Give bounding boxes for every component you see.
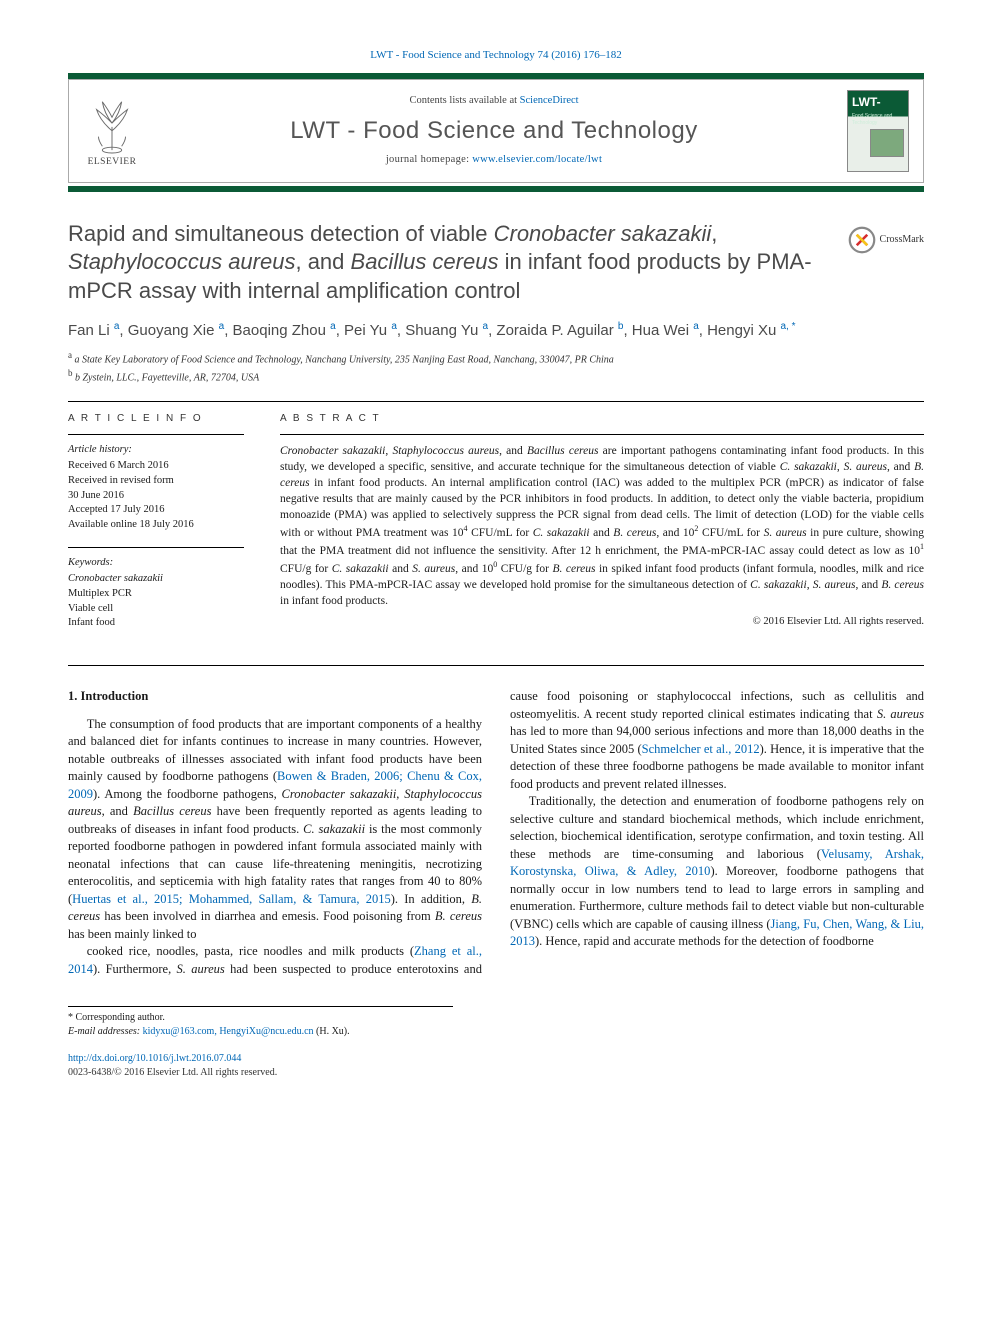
author-list: Fan Li a, Guoyang Xie a, Baoqing Zhou a,… [68,320,924,342]
section-rule [68,401,924,402]
affiliations: a a State Key Laboratory of Food Science… [68,349,924,385]
affiliation-b: b b Zystein, LLC., Fayetteville, AR, 727… [68,367,924,385]
keywords-label: Keywords: [68,556,244,571]
journal-cover-thumb: LWT- Food Science and Technology [847,90,909,172]
abstract-copyright: © 2016 Elsevier Ltd. All rights reserved… [280,615,924,629]
contents-prefix: Contents lists available at [409,95,519,106]
journal-title: LWT - Food Science and Technology [155,115,833,147]
publisher-logo: ELSEVIER [83,92,141,169]
corresponding-author-note: * Corresponding author. [68,1011,453,1025]
crossmark-icon [848,226,876,254]
history-label: Article history: [68,443,244,458]
crossmark-label: CrossMark [880,233,924,247]
abstract-column: A B S T R A C T Cronobacter sakazakii, S… [280,412,924,645]
journal-homepage-line: journal homepage: www.elsevier.com/locat… [155,153,833,167]
sciencedirect-link[interactable]: ScienceDirect [520,95,579,106]
contents-available-line: Contents lists available at ScienceDirec… [155,94,833,108]
running-head: LWT - Food Science and Technology 74 (20… [68,48,924,63]
abstract-label: A B S T R A C T [280,412,924,426]
abstract-text: Cronobacter sakazakii, Staphylococcus au… [280,443,924,609]
publisher-name: ELSEVIER [83,156,141,169]
author-email-link[interactable]: kidyxu@163.com, HengyiXu@ncu.edu.cn [143,1026,314,1037]
cover-abbrev: LWT- [848,91,908,113]
doi-link[interactable]: http://dx.doi.org/10.1016/j.lwt.2016.07.… [68,1053,241,1064]
email-line: E-mail addresses: kidyxu@163.com, Hengyi… [68,1025,453,1039]
article-history: Article history: Received 6 March 2016 R… [68,443,244,533]
cover-subtitle: Food Science and Technology [848,113,908,127]
crossmark-badge[interactable]: CrossMark [848,220,924,254]
journal-home-link[interactable]: www.elsevier.com/locate/lwt [472,154,602,165]
body-text: 1. Introduction The consumption of food … [68,688,924,978]
body-paragraph: The consumption of food products that ar… [68,716,482,944]
keywords-block: Keywords: Cronobacter sakazakii Multiple… [68,556,244,631]
cover-image-placeholder [870,129,904,157]
footnotes: * Corresponding author. E-mail addresses… [68,1006,453,1038]
banner-bottom-bar [68,186,924,192]
doi-block: http://dx.doi.org/10.1016/j.lwt.2016.07.… [68,1052,924,1079]
home-prefix: journal homepage: [386,154,472,165]
issn-copyright: 0023-6438/© 2016 Elsevier Ltd. All right… [68,1067,277,1078]
article-title: Rapid and simultaneous detection of viab… [68,220,832,306]
article-info-label: A R T I C L E I N F O [68,412,244,426]
affiliation-a: a a State Key Laboratory of Food Science… [68,349,924,367]
journal-banner: ELSEVIER Contents lists available at Sci… [68,79,924,183]
body-paragraph: Traditionally, the detection and enumera… [510,793,924,951]
body-start-rule [68,665,924,666]
elsevier-tree-icon [83,92,141,156]
section-heading-introduction: 1. Introduction [68,688,482,706]
article-info-column: A R T I C L E I N F O Article history: R… [68,412,244,645]
